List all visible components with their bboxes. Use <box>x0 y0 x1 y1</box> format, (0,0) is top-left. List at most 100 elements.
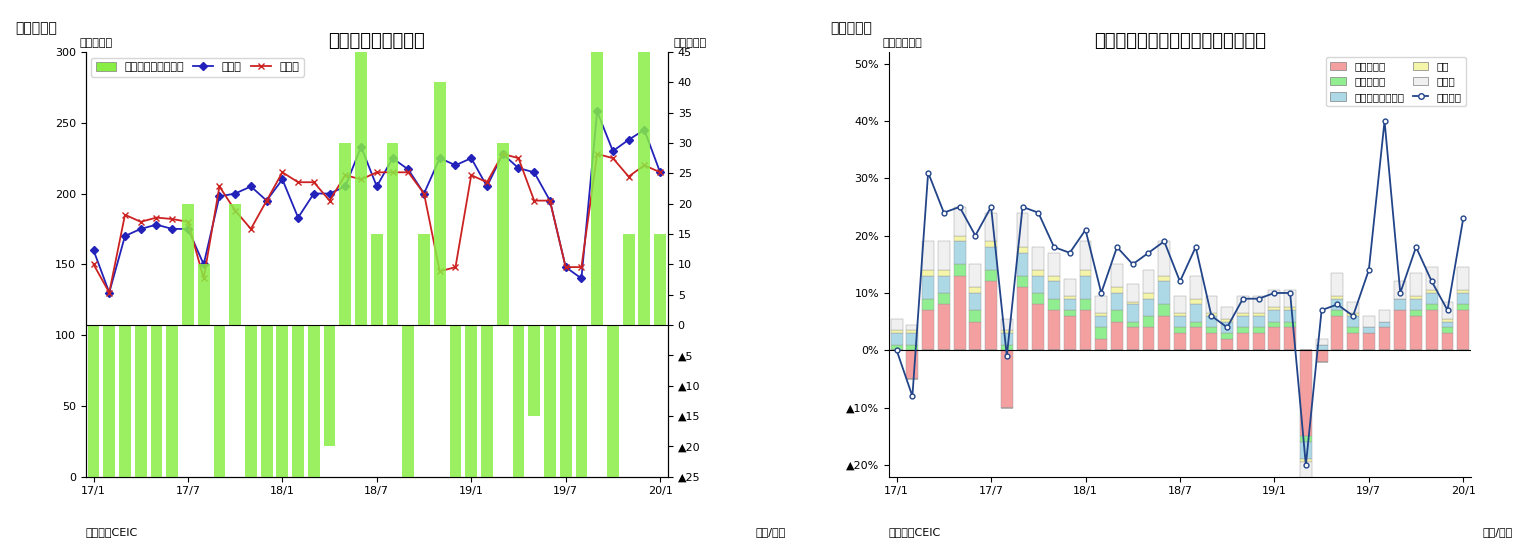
Bar <box>1222 333 1233 339</box>
Bar <box>1079 241 1091 270</box>
Bar <box>938 293 950 305</box>
Bar <box>1205 296 1217 313</box>
Bar <box>1426 310 1438 350</box>
Bar <box>544 325 556 559</box>
Bar <box>1205 333 1217 350</box>
Bar <box>1190 299 1202 305</box>
Bar <box>1111 321 1122 350</box>
Bar <box>198 264 210 325</box>
Bar <box>1032 293 1044 305</box>
Bar <box>497 143 509 325</box>
Bar <box>386 143 399 325</box>
Bar <box>1159 316 1170 350</box>
Bar <box>1049 310 1059 350</box>
Bar <box>1049 282 1059 299</box>
Bar <box>1348 313 1358 316</box>
Bar <box>1142 299 1154 316</box>
Bar <box>923 276 934 299</box>
Bar <box>1348 316 1358 328</box>
Legend: 電話・部品, 織物・衣類, 電気製品・同部品, 履物, その他, 輸出合計: 電話・部品, 織物・衣類, 電気製品・同部品, 履物, その他, 輸出合計 <box>1326 57 1466 106</box>
Bar <box>1222 321 1233 333</box>
Bar <box>529 325 540 416</box>
Bar <box>622 234 635 325</box>
Bar <box>1410 310 1423 316</box>
Bar <box>1174 313 1187 316</box>
Bar <box>1252 328 1265 333</box>
Bar <box>1363 316 1375 328</box>
Bar <box>1174 333 1187 350</box>
Bar <box>1016 212 1029 247</box>
Text: （資料）CEIC: （資料）CEIC <box>889 528 941 537</box>
Bar <box>1252 296 1265 313</box>
Bar <box>1378 310 1390 321</box>
Bar <box>1332 296 1343 299</box>
Bar <box>1348 328 1358 333</box>
Bar <box>1159 305 1170 316</box>
Bar <box>150 325 162 559</box>
Bar <box>1111 287 1122 293</box>
Bar <box>1285 310 1295 321</box>
Bar <box>1300 459 1312 462</box>
Bar <box>1410 316 1423 350</box>
Bar <box>213 325 225 559</box>
Bar <box>906 333 918 344</box>
Bar <box>182 203 193 325</box>
Bar <box>1332 299 1343 310</box>
Bar <box>1079 299 1091 310</box>
Bar <box>1049 299 1059 310</box>
Bar <box>308 325 320 537</box>
Bar <box>1142 316 1154 328</box>
Bar <box>1174 316 1187 328</box>
Bar <box>592 0 602 325</box>
Bar <box>1458 267 1469 290</box>
Bar <box>1001 350 1013 408</box>
Bar <box>1079 276 1091 299</box>
Bar <box>1315 339 1328 344</box>
Bar <box>1252 333 1265 350</box>
Bar <box>1032 247 1044 270</box>
Bar <box>1001 344 1013 350</box>
Bar <box>1348 301 1358 313</box>
Bar <box>1079 310 1091 350</box>
Title: ベトナムの貿易収支: ベトナムの貿易収支 <box>328 32 425 50</box>
Bar <box>1458 310 1469 350</box>
Bar <box>1127 301 1139 305</box>
Bar <box>954 276 966 350</box>
Bar <box>1285 307 1295 310</box>
Text: （図表３）: （図表３） <box>15 21 58 35</box>
Bar <box>166 325 178 559</box>
Bar <box>986 270 996 282</box>
Bar <box>969 264 981 287</box>
Bar <box>1111 293 1122 310</box>
Bar <box>1458 305 1469 310</box>
Bar <box>1001 319 1013 330</box>
Bar <box>1016 276 1029 287</box>
Bar <box>969 287 981 293</box>
Legend: 貿易収支（右目盛）, 輸出額, 輸入額: 貿易収支（右目盛）, 輸出額, 輸入額 <box>90 58 304 77</box>
Bar <box>1205 313 1217 316</box>
Bar <box>1395 310 1406 350</box>
Bar <box>1127 321 1139 328</box>
Bar <box>891 333 903 344</box>
Bar <box>402 325 414 476</box>
Bar <box>986 241 996 247</box>
Bar <box>1222 339 1233 350</box>
Bar <box>938 305 950 350</box>
Bar <box>1064 278 1076 296</box>
Bar <box>1458 290 1469 293</box>
Bar <box>1252 316 1265 328</box>
Bar <box>1190 321 1202 328</box>
Bar <box>1332 316 1343 350</box>
Bar <box>1237 313 1249 316</box>
Bar <box>371 234 383 325</box>
Bar <box>1096 313 1107 316</box>
Bar <box>655 234 665 325</box>
Bar <box>1300 442 1312 459</box>
Bar <box>1222 319 1233 321</box>
Bar <box>1426 293 1438 305</box>
Bar <box>560 325 572 559</box>
Bar <box>1079 270 1091 276</box>
Bar <box>1268 307 1280 310</box>
Bar <box>923 241 934 270</box>
Bar <box>1096 339 1107 350</box>
